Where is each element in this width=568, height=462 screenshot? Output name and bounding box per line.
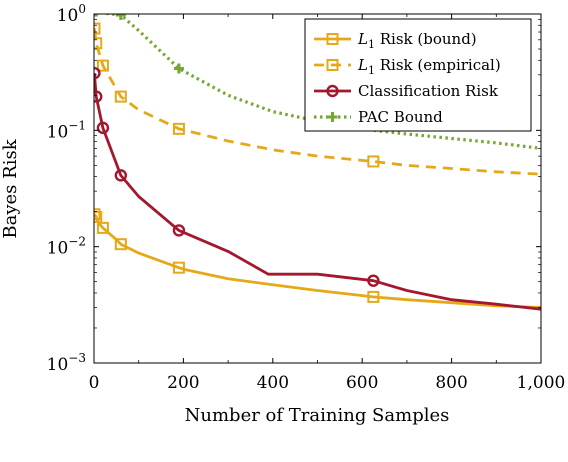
data-point <box>173 63 184 74</box>
legend-label: PAC Bound <box>358 108 443 126</box>
data-point <box>367 274 380 287</box>
legend-item: L1 Risk (bound) <box>314 30 477 51</box>
x-tick-label: 200 <box>167 373 199 393</box>
series-1 <box>94 22 541 176</box>
data-point <box>172 122 185 135</box>
series-line <box>94 73 541 311</box>
x-tick-label: 600 <box>346 373 378 393</box>
series-line <box>94 213 541 309</box>
data-point <box>367 155 380 168</box>
axis-layer: 0 200 400 600 800 1,000 10−3 10−2 10−1 100 <box>47 2 566 393</box>
data-point <box>172 261 185 274</box>
legend-item: PAC Bound <box>314 108 443 126</box>
legend-label: Classification Risk <box>358 82 499 100</box>
y-axis-label: Bayes Risk <box>0 138 21 238</box>
data-point <box>94 90 103 103</box>
data-point <box>96 59 109 72</box>
legend-marker <box>326 33 339 45</box>
data-point <box>367 290 380 303</box>
legend-label: L1 Risk (bound) <box>357 30 477 51</box>
y-tick-label: 10−2 <box>47 235 86 259</box>
data-point <box>114 238 127 251</box>
legend-item: Classification Risk <box>314 82 499 100</box>
data-point <box>114 90 127 103</box>
x-tick-label: 400 <box>257 373 289 393</box>
series-line <box>94 28 541 176</box>
data-point <box>172 224 186 237</box>
x-tick-label: 0 <box>89 373 100 393</box>
legend: L1 Risk (bound) L1 Risk (empirical) Classi… <box>304 18 532 132</box>
x-tick-label: 800 <box>435 373 467 393</box>
legend-item: L1 Risk (empirical) <box>314 56 501 77</box>
data-point <box>96 121 110 135</box>
x-axis-label: Number of Training Samples <box>185 405 450 426</box>
x-tick-label: 1,000 <box>517 373 566 393</box>
legend-marker <box>327 112 338 122</box>
legend-marker <box>326 59 339 71</box>
data-point <box>115 14 126 21</box>
data-point <box>96 221 109 234</box>
y-tick-label: 100 <box>57 2 86 26</box>
legend-marker <box>326 84 339 98</box>
y-tick-label: 10−3 <box>47 351 86 375</box>
series-layer <box>94 14 541 311</box>
data-point <box>94 14 98 17</box>
series-0 <box>94 208 541 309</box>
data-point <box>114 169 128 182</box>
y-tick-label: 10−1 <box>47 118 86 142</box>
legend-label: L1 Risk (empirical) <box>357 56 501 77</box>
data-point <box>94 37 103 50</box>
